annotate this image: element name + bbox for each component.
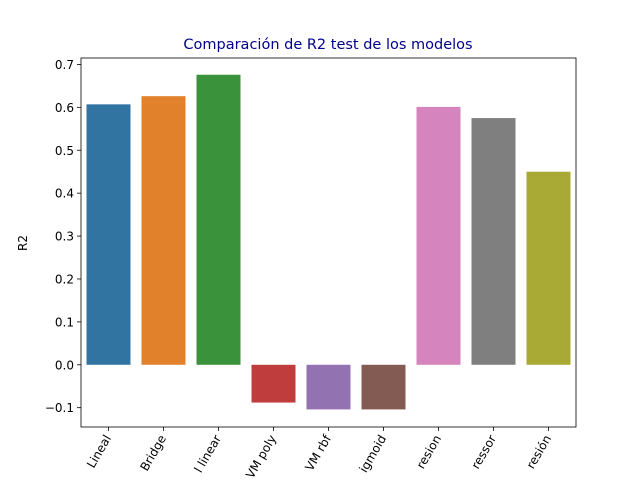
y-tick-label-4: 0.3 <box>55 230 74 244</box>
y-tick-label-5: 0.4 <box>55 187 74 201</box>
x-tick-label-7: ressor <box>469 432 500 471</box>
y-tick-label-7: 0.6 <box>55 101 74 115</box>
y-axis: −0.1 0.0 0.1 0.2 0.3 0.4 0.5 0.6 0.7 <box>45 58 81 415</box>
bar-6 <box>416 106 461 365</box>
x-tick-label-8: resión <box>524 433 554 472</box>
bars-group <box>86 74 571 410</box>
plot-frame <box>80 57 577 428</box>
y-tick-label-3: 0.2 <box>55 272 74 286</box>
y-tick-label-6: 0.5 <box>55 144 74 158</box>
bar-5 <box>361 364 406 410</box>
x-tick-label-5: igmoid <box>357 433 390 475</box>
bar-3 <box>251 364 296 403</box>
bar-7 <box>471 118 516 365</box>
x-tick-label-0: Lineal <box>84 433 114 471</box>
x-tick-label-4: VM rbf <box>302 432 334 474</box>
x-tick-label-2: l linear <box>191 432 224 475</box>
bar-0 <box>86 104 131 365</box>
x-tick-label-1: Bridge <box>137 433 169 474</box>
bar-1 <box>141 96 186 365</box>
y-tick-label-0: −0.1 <box>45 401 74 415</box>
x-tick-label-3: VM poly <box>243 433 279 480</box>
y-tick-label-2: 0.1 <box>55 315 74 329</box>
y-tick-label-8: 0.7 <box>55 58 74 72</box>
y-tick-label-1: 0.0 <box>55 358 74 372</box>
chart-title: Comparación de R2 test de los modelos <box>183 37 472 53</box>
bar-4 <box>306 364 351 410</box>
bar-8 <box>526 171 571 365</box>
x-tick-label-6: resion <box>414 433 444 472</box>
x-axis: Lineal Bridge l linear VM poly VM rbf igmoid r… <box>84 427 554 480</box>
bar-2 <box>196 74 241 365</box>
y-axis-label: R2 <box>16 235 30 251</box>
